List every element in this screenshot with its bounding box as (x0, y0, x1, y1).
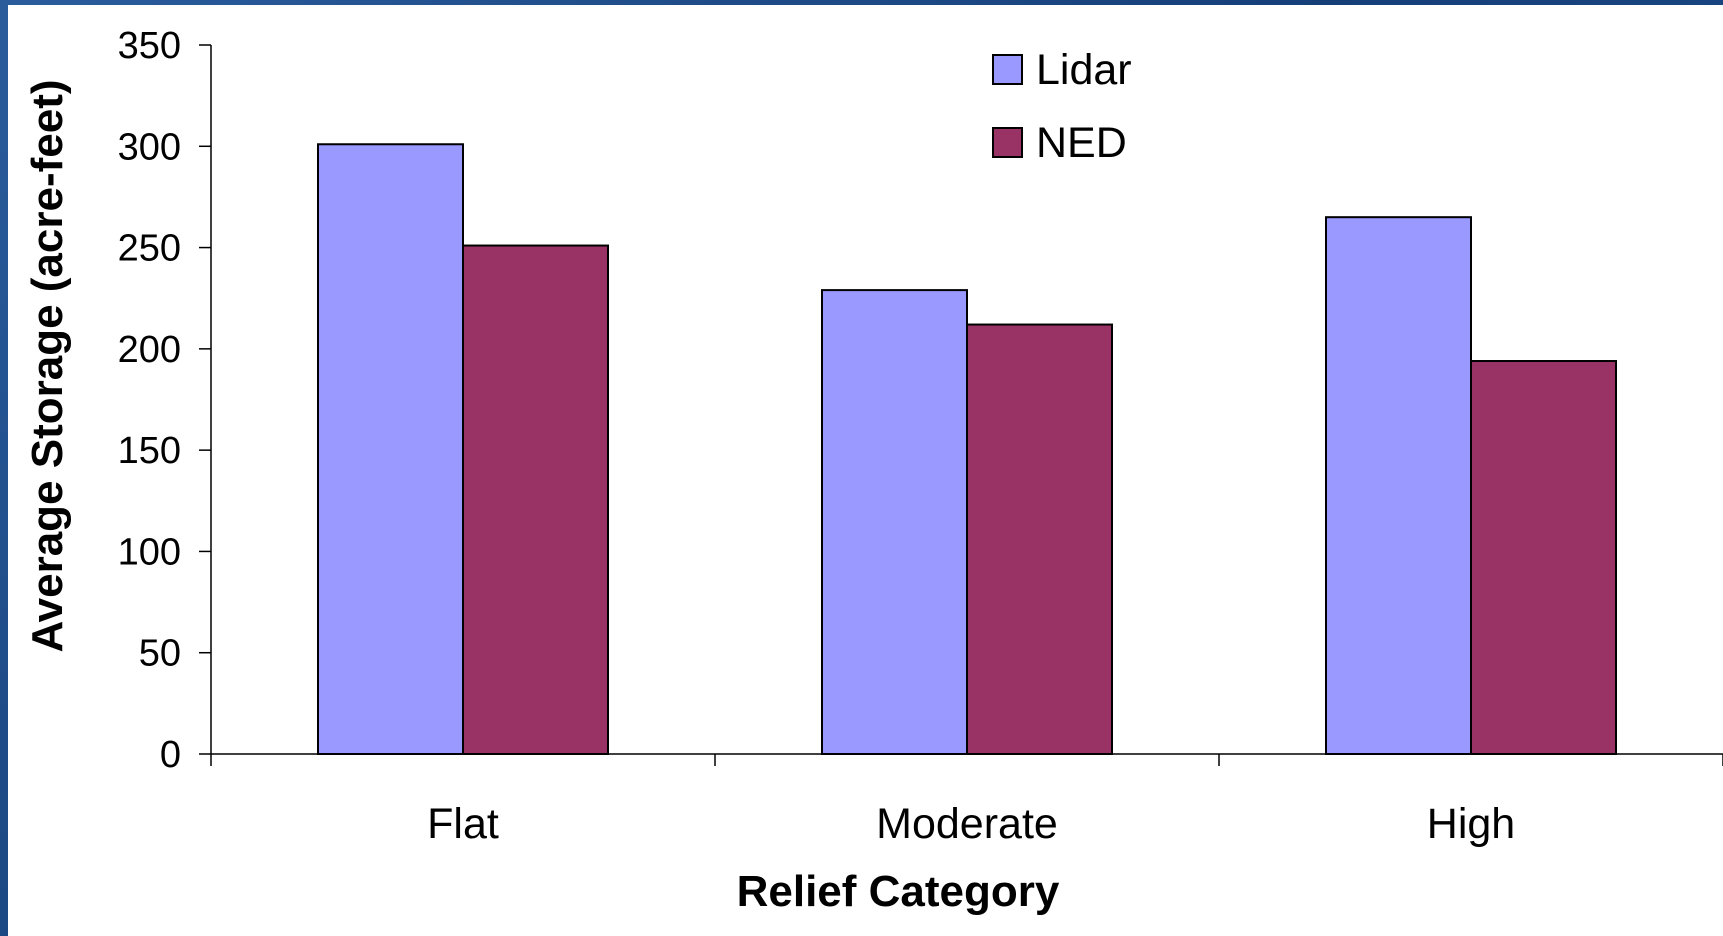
x-axis-title: Relief Category (737, 867, 1060, 916)
bar-lidar-flat (317, 143, 464, 755)
y-tick-label: 0 (160, 734, 181, 776)
x-category-label: High (1427, 800, 1515, 848)
y-tick-label: 150 (118, 430, 181, 472)
y-tick-label: 300 (118, 126, 181, 168)
y-tick-label: 50 (139, 633, 181, 675)
x-category-label: Moderate (876, 800, 1058, 848)
legend: Lidar NED (992, 46, 1132, 167)
x-ticks: Flat Moderate High (210, 754, 1723, 848)
bar-ned-flat (462, 244, 609, 755)
y-tick-label: 350 (118, 25, 181, 67)
bars (317, 143, 1617, 755)
bar-lidar-moderate (821, 289, 968, 755)
bar-lidar-high (1325, 216, 1472, 755)
y-tick-label: 200 (118, 329, 181, 371)
y-tick-label: 250 (118, 228, 181, 270)
x-category-label: Flat (427, 800, 499, 848)
y-ticks: 0 50 100 150 200 250 300 350 (118, 25, 211, 776)
y-axis-title: Average Storage (acre-feet) (23, 79, 72, 652)
bar-ned-high (1470, 360, 1617, 755)
legend-label-lidar: Lidar (1036, 46, 1132, 94)
y-tick-label: 100 (118, 531, 181, 573)
bar-ned-moderate (966, 323, 1113, 755)
legend-label-ned: NED (1036, 119, 1127, 167)
legend-swatch-lidar (992, 54, 1023, 85)
legend-swatch-ned (992, 127, 1023, 158)
